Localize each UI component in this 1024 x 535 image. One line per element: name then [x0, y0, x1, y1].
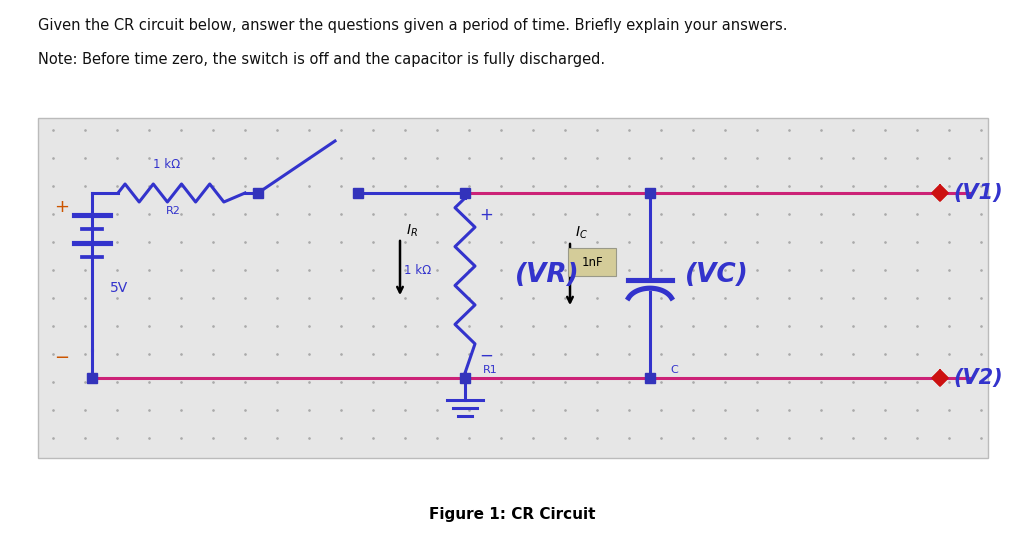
Text: R2: R2	[166, 206, 181, 216]
Text: −: −	[54, 349, 70, 367]
Text: (V1): (V1)	[953, 183, 1002, 203]
Text: $I_C$: $I_C$	[575, 225, 588, 241]
Text: (V2): (V2)	[953, 368, 1002, 388]
Bar	[38, 118, 988, 458]
Text: −: −	[479, 347, 493, 365]
Text: C: C	[670, 365, 678, 375]
Text: 1 kΩ: 1 kΩ	[404, 264, 431, 278]
Text: 1nF: 1nF	[582, 256, 603, 269]
Text: 1 kΩ: 1 kΩ	[153, 158, 180, 172]
Text: 5V: 5V	[110, 280, 128, 294]
Text: +: +	[479, 206, 493, 224]
Text: Note: Before time zero, the switch is off and the capacitor is fully discharged.: Note: Before time zero, the switch is of…	[38, 52, 605, 67]
Text: +: +	[54, 198, 70, 216]
Text: (VC): (VC)	[685, 263, 749, 288]
Polygon shape	[932, 370, 948, 386]
Text: Given the CR circuit below, answer the questions given a period of time. Briefly: Given the CR circuit below, answer the q…	[38, 18, 787, 33]
Text: $I_R$: $I_R$	[406, 223, 418, 239]
Bar	[568, 248, 616, 276]
Text: R1: R1	[483, 365, 498, 375]
Text: (VR): (VR)	[515, 263, 580, 288]
Text: Figure 1: CR Circuit: Figure 1: CR Circuit	[429, 508, 595, 523]
Polygon shape	[932, 185, 948, 201]
